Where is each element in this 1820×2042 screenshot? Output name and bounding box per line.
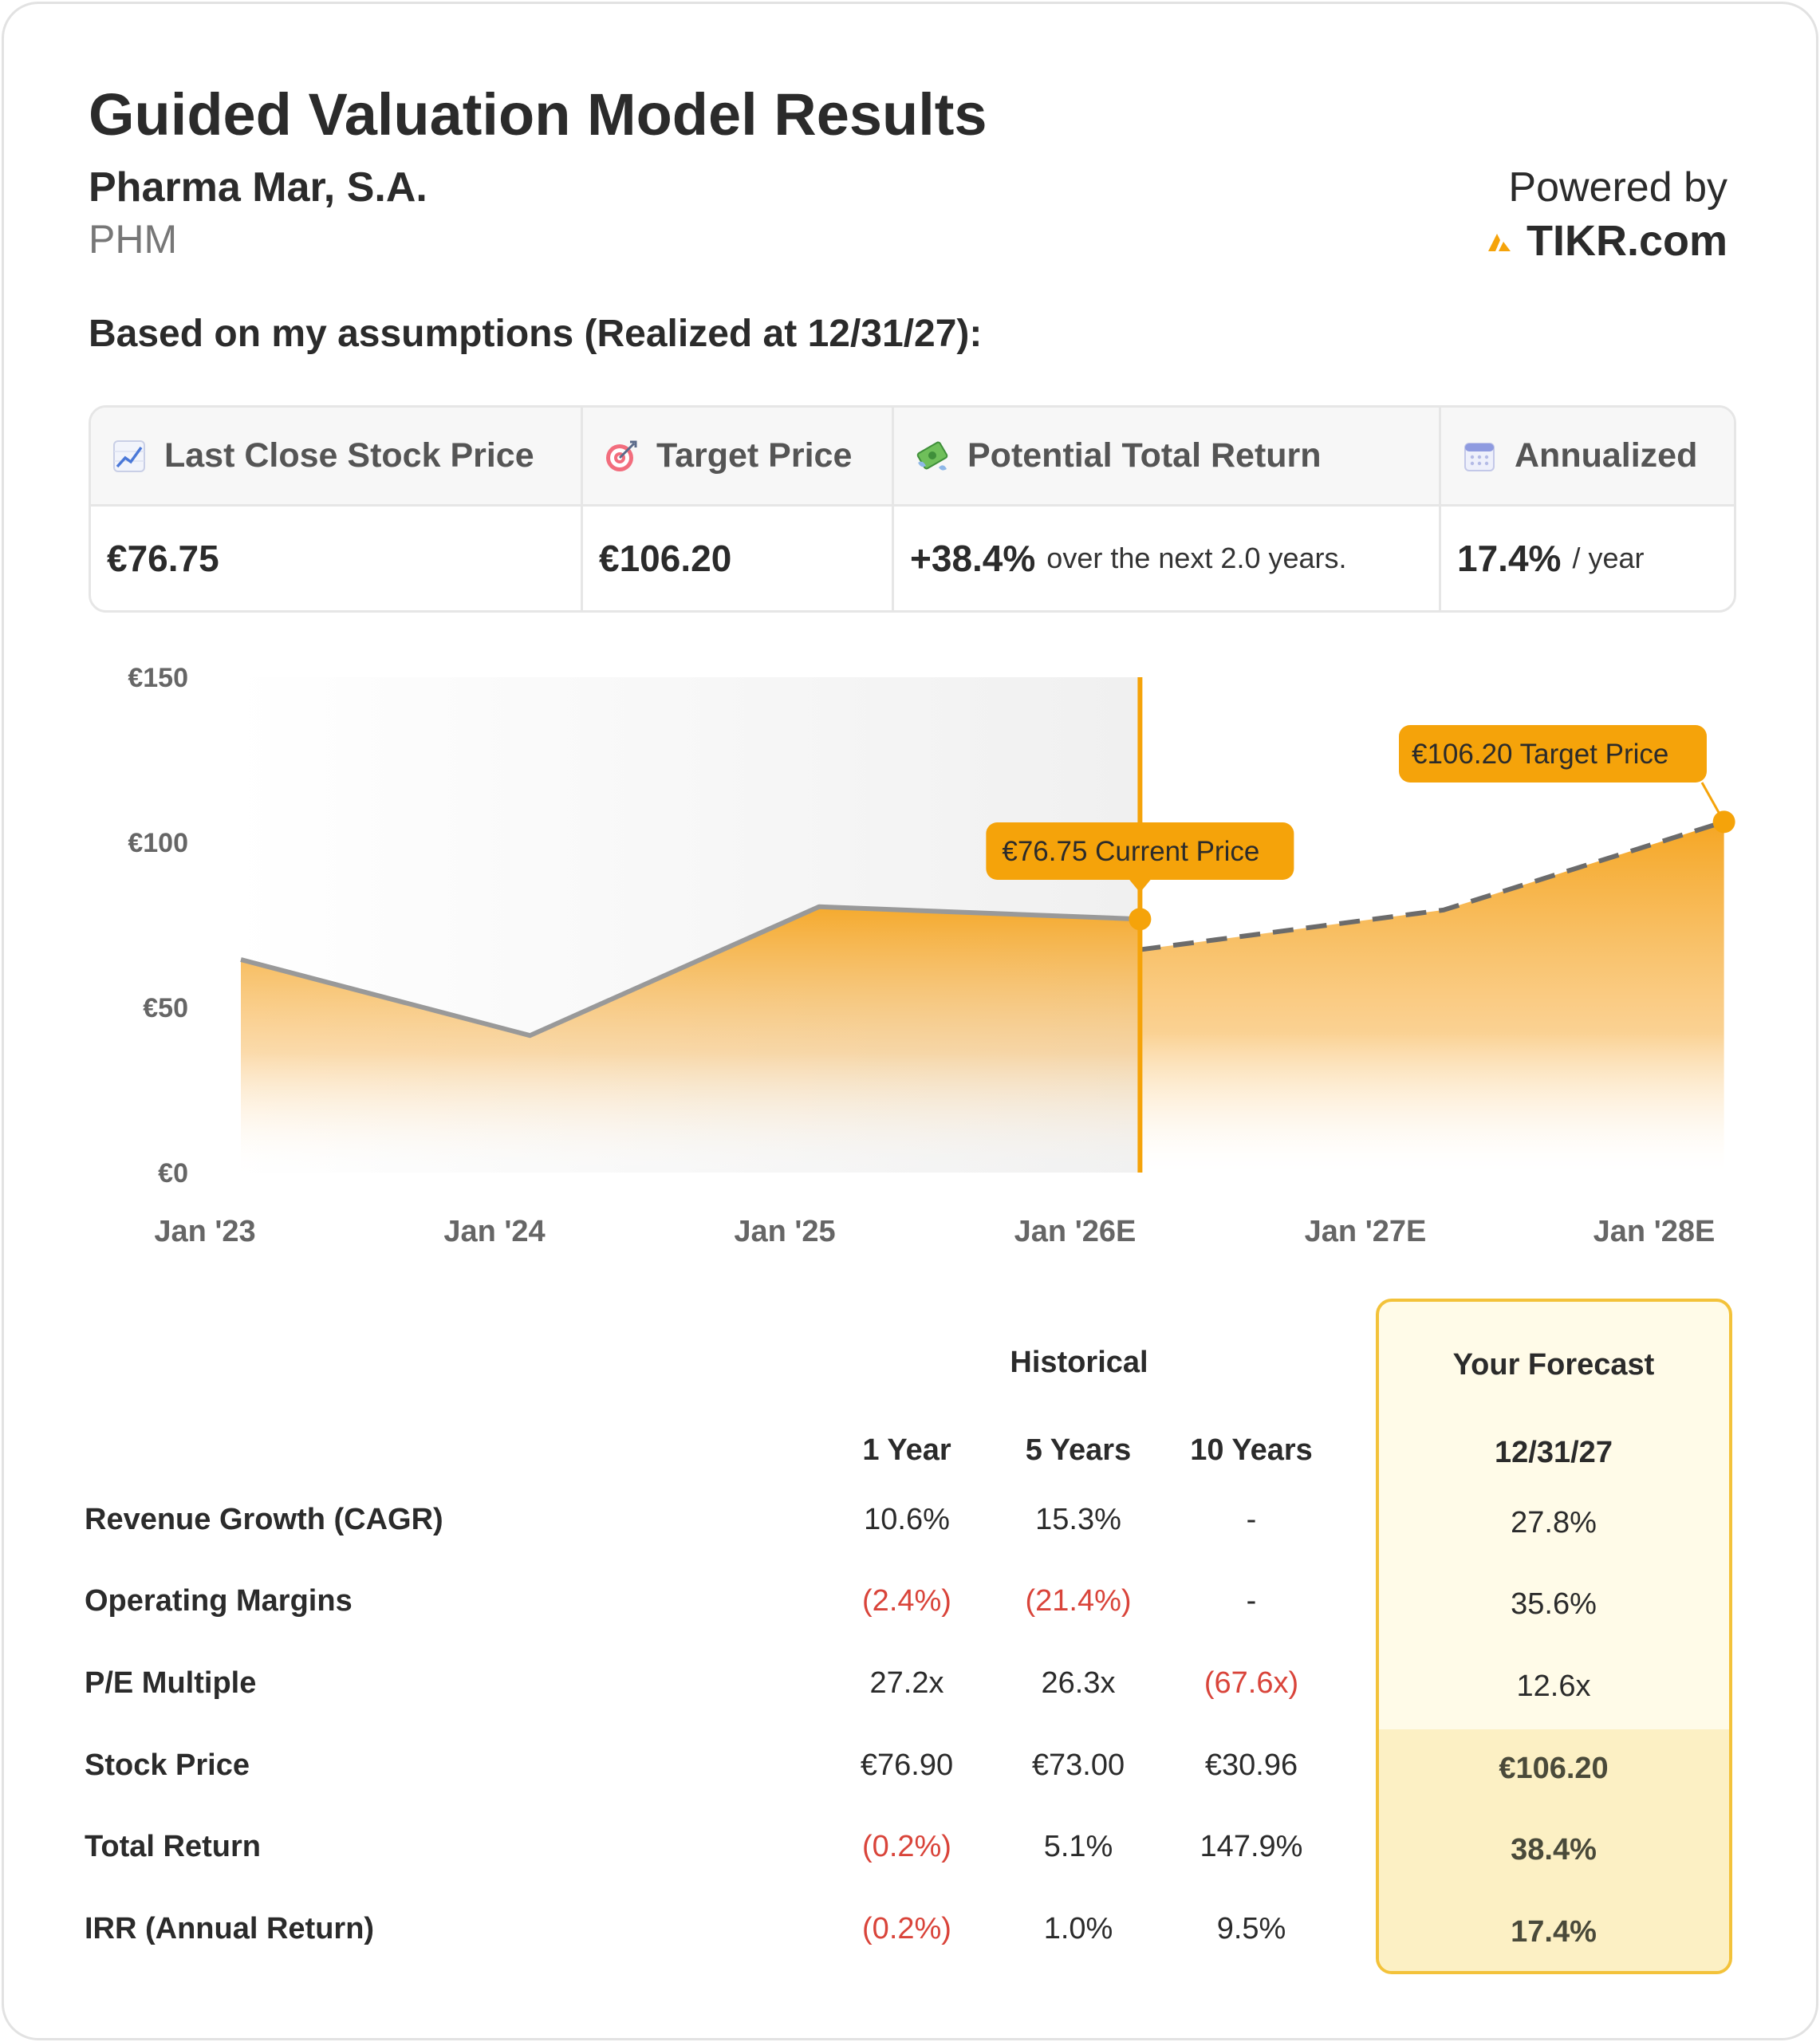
total-return-label: Potential Total Return — [967, 436, 1322, 475]
target-price-point — [1712, 810, 1735, 834]
ticker-symbol: PHM — [89, 217, 178, 262]
summary-header-annualized: Annualized — [1441, 408, 1734, 507]
table-cell: €76.90 — [860, 1748, 954, 1782]
summary-header-target: Target Price — [583, 408, 892, 507]
current-price-callout: €76.75 Current Price — [986, 822, 1294, 893]
forecast-header: Your Forecast — [1452, 1348, 1655, 1382]
target-label: Target Price — [656, 436, 853, 475]
table-cell: 10.6% — [864, 1503, 950, 1536]
historical-line — [240, 904, 1140, 1039]
forecast-column — [1376, 1299, 1732, 1974]
x-tick-label: Jan '28E — [1593, 1215, 1716, 1248]
row-label: IRR (Annual Return) — [85, 1912, 375, 1945]
company-name: Pharma Mar, S.A. — [89, 164, 427, 211]
tikr-logo-icon — [1487, 234, 1511, 251]
historical-header: Historical — [1010, 1346, 1148, 1379]
table-cell: (0.2%) — [862, 1830, 951, 1863]
y-tick-label: €50 — [143, 993, 188, 1023]
table-cell: 147.9% — [1200, 1830, 1303, 1863]
column-10-years: 10 Years — [1190, 1433, 1313, 1467]
forecast-line — [1139, 819, 1725, 952]
forecast-cell: 12.6x — [1516, 1669, 1591, 1703]
forecast-cell: €106.20 — [1499, 1752, 1609, 1785]
table-cell: 26.3x — [1041, 1666, 1116, 1700]
annualized-value: 17.4% — [1457, 538, 1562, 579]
summary-header-last-close: Last Close Stock Price — [91, 408, 581, 507]
table-cell: 15.3% — [1035, 1503, 1121, 1536]
last-close-value: €76.75 — [107, 538, 219, 579]
table-cell: €73.00 — [1031, 1748, 1125, 1782]
table-cell: (67.6x) — [1203, 1666, 1299, 1700]
x-tick-label: Jan '24 — [443, 1215, 545, 1248]
table-cell: - — [1246, 1584, 1257, 1618]
forecast-area — [1140, 822, 1724, 1173]
y-tick-label: €100 — [128, 828, 188, 858]
target-value: €106.20 — [599, 538, 732, 579]
row-label: Operating Margins — [85, 1584, 353, 1618]
forecast-cell: 17.4% — [1511, 1915, 1597, 1949]
row-label: Stock Price — [85, 1748, 250, 1782]
target-price-callout: €106.20 Target Price — [1399, 725, 1707, 783]
target-icon — [606, 440, 637, 471]
table-cell: 27.2x — [869, 1666, 944, 1700]
total-return-value: +38.4% — [910, 538, 1036, 579]
forecast-cell: 35.6% — [1511, 1587, 1597, 1621]
table-cell: 5.1% — [1043, 1830, 1113, 1863]
table-cell: (0.2%) — [862, 1912, 951, 1945]
summary-last-close: Last Close Stock Price €76.75 — [91, 408, 583, 610]
brand-link[interactable]: TIKR.com — [1487, 216, 1727, 266]
current-price-point — [1129, 908, 1152, 931]
y-tick-label: €0 — [158, 1158, 188, 1189]
y-tick-label: €150 — [128, 663, 188, 693]
historical-area — [241, 906, 1140, 1173]
current-price-label: €76.75 Current Price — [1002, 836, 1259, 867]
row-label: Total Return — [85, 1830, 261, 1863]
summary-table: Last Close Stock Price €76.75 Target Pri… — [89, 405, 1736, 613]
forecast-cell: 27.8% — [1511, 1506, 1597, 1539]
chart-increasing-icon — [113, 440, 145, 472]
summary-target: Target Price €106.20 — [583, 408, 894, 610]
summary-annualized: Annualized 17.4% / year — [1441, 408, 1734, 610]
assumptions-subtitle: Based on my assumptions (Realized at 12/… — [89, 313, 983, 355]
forecast-results-highlight — [1379, 1729, 1729, 1971]
price-chart: €0 €50 €100 €150 Jan '23 Jan '24 Jan '25 Jan '… — [128, 663, 1735, 1248]
page-title: Guided Valuation Model Results — [89, 81, 987, 148]
column-1-year: 1 Year — [862, 1433, 951, 1467]
forecast-cell: 38.4% — [1511, 1833, 1597, 1867]
table-cell: - — [1246, 1503, 1257, 1536]
x-tick-label: Jan '25 — [734, 1215, 835, 1248]
x-tick-label: Jan '27E — [1305, 1215, 1427, 1248]
table-cell: (21.4%) — [1025, 1584, 1132, 1618]
target-price-label: €106.20 Target Price — [1412, 739, 1668, 770]
row-label: P/E Multiple — [85, 1666, 257, 1700]
total-return-note: over the next 2.0 years. — [1046, 542, 1347, 574]
table-cell: (2.4%) — [862, 1584, 951, 1618]
x-tick-label: Jan '26E — [1014, 1215, 1137, 1248]
last-close-label: Last Close Stock Price — [164, 436, 534, 475]
powered-by-label: Powered by — [1508, 164, 1727, 211]
table-cell: 9.5% — [1216, 1912, 1286, 1945]
annualized-note: / year — [1572, 542, 1645, 574]
column-forecast-date: 12/31/27 — [1495, 1436, 1613, 1469]
summary-header-total-return: Potential Total Return — [894, 408, 1439, 507]
table-cell: €30.96 — [1204, 1748, 1298, 1782]
x-tick-label: Jan '23 — [154, 1215, 255, 1248]
row-label: Revenue Growth (CAGR) — [85, 1503, 443, 1536]
money-with-wings-icon — [916, 441, 948, 471]
summary-total-return: Potential Total Return +38.4% over the n… — [894, 408, 1441, 610]
brand-name: TIKR.com — [1526, 217, 1727, 265]
calendar-icon — [1464, 442, 1495, 471]
annualized-label: Annualized — [1515, 436, 1698, 475]
column-5-years: 5 Years — [1025, 1433, 1132, 1467]
table-cell: 1.0% — [1043, 1912, 1113, 1945]
